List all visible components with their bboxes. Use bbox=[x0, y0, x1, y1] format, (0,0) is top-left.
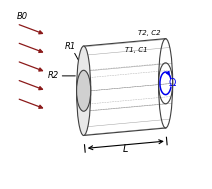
Text: T2, C2: T2, C2 bbox=[138, 30, 160, 36]
Text: L: L bbox=[123, 144, 128, 154]
Text: R2: R2 bbox=[48, 71, 75, 80]
Text: $\Omega$: $\Omega$ bbox=[168, 76, 177, 88]
Text: R1: R1 bbox=[65, 42, 79, 60]
Ellipse shape bbox=[77, 46, 91, 136]
Ellipse shape bbox=[77, 70, 91, 111]
Text: T1, C1: T1, C1 bbox=[125, 47, 147, 53]
Text: B0: B0 bbox=[17, 12, 28, 21]
